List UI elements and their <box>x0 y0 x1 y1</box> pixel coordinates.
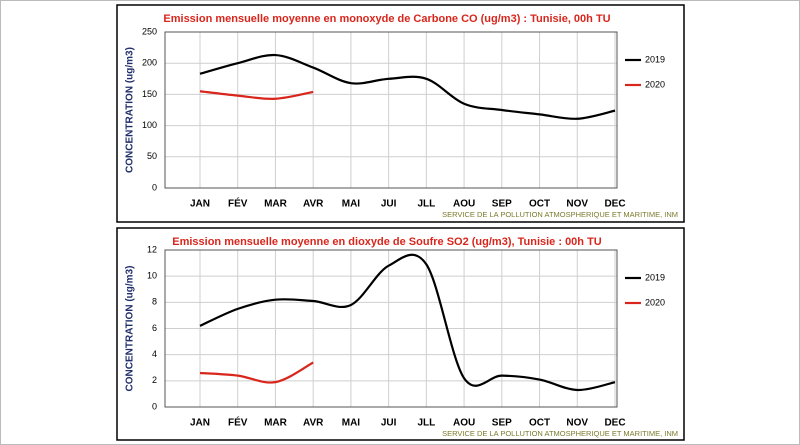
x-tick-label: MAI <box>342 199 361 210</box>
x-tick-label: AOU <box>453 418 475 429</box>
x-tick-label: MAR <box>264 199 288 210</box>
x-tick-label: FÉV <box>228 416 248 429</box>
x-tick-label: AVR <box>303 199 324 210</box>
legend-label: 2019 <box>645 54 665 64</box>
y-tick-label: 4 <box>152 349 157 359</box>
x-tick-label: SEP <box>492 199 512 210</box>
y-tick-label: 200 <box>142 58 157 68</box>
x-tick-label: AOU <box>453 199 475 210</box>
x-tick-label: NOV <box>566 418 588 429</box>
series-line <box>199 53 616 120</box>
source-note: SERVICE DE LA POLLUTION ATMOSPHERIQUE ET… <box>442 210 678 219</box>
x-tick-label: JAN <box>190 199 210 210</box>
x-tick-label: NOV <box>566 199 588 210</box>
x-tick-label: JAN <box>190 418 210 429</box>
plot-area <box>164 249 618 408</box>
panel <box>116 227 685 441</box>
y-tick-label: 6 <box>152 323 157 333</box>
x-tick-label: JLL <box>417 199 435 210</box>
chart-title: Emission mensuelle moyenne en dioxyde de… <box>172 236 602 248</box>
x-tick-label: SEP <box>492 418 512 429</box>
chart-title: Emission mensuelle moyenne en monoxyde d… <box>163 13 610 25</box>
y-tick-label: 150 <box>142 89 157 99</box>
x-tick-label: JUI <box>381 418 397 429</box>
y-tick-label: 8 <box>152 297 157 307</box>
x-tick-label: DEC <box>604 199 625 210</box>
legend-label: 2020 <box>645 79 665 89</box>
y-tick-label: 12 <box>147 244 157 254</box>
y-tick-label: 0 <box>152 182 157 192</box>
y-tick-label: 2 <box>152 375 157 385</box>
x-tick-label: JLL <box>417 418 435 429</box>
x-tick-label: OCT <box>529 418 550 429</box>
x-tick-label: AVR <box>303 418 324 429</box>
panel <box>116 4 685 223</box>
x-tick-label: DEC <box>604 418 625 429</box>
x-tick-label: JUI <box>381 199 397 210</box>
legend-label: 2019 <box>645 272 665 282</box>
x-tick-label: MAI <box>342 418 361 429</box>
series-line <box>199 361 314 384</box>
source-note: SERVICE DE LA POLLUTION ATMOSPHERIQUE ET… <box>442 429 678 438</box>
y-axis-label: CONCENTRATION (ug/m3) <box>125 47 136 173</box>
y-tick-label: 0 <box>152 401 157 411</box>
x-tick-label: FÉV <box>228 197 248 210</box>
plot-area <box>164 31 618 189</box>
y-tick-label: 50 <box>147 151 157 161</box>
y-tick-label: 100 <box>142 120 157 130</box>
series-line <box>199 253 616 392</box>
y-tick-label: 10 <box>147 271 157 281</box>
y-axis-label: CONCENTRATION (ug/m3) <box>125 266 136 392</box>
x-tick-label: MAR <box>264 418 288 429</box>
legend-label: 2020 <box>645 297 665 307</box>
y-tick-label: 250 <box>142 26 157 36</box>
x-tick-label: OCT <box>529 199 550 210</box>
series-line <box>199 90 314 100</box>
